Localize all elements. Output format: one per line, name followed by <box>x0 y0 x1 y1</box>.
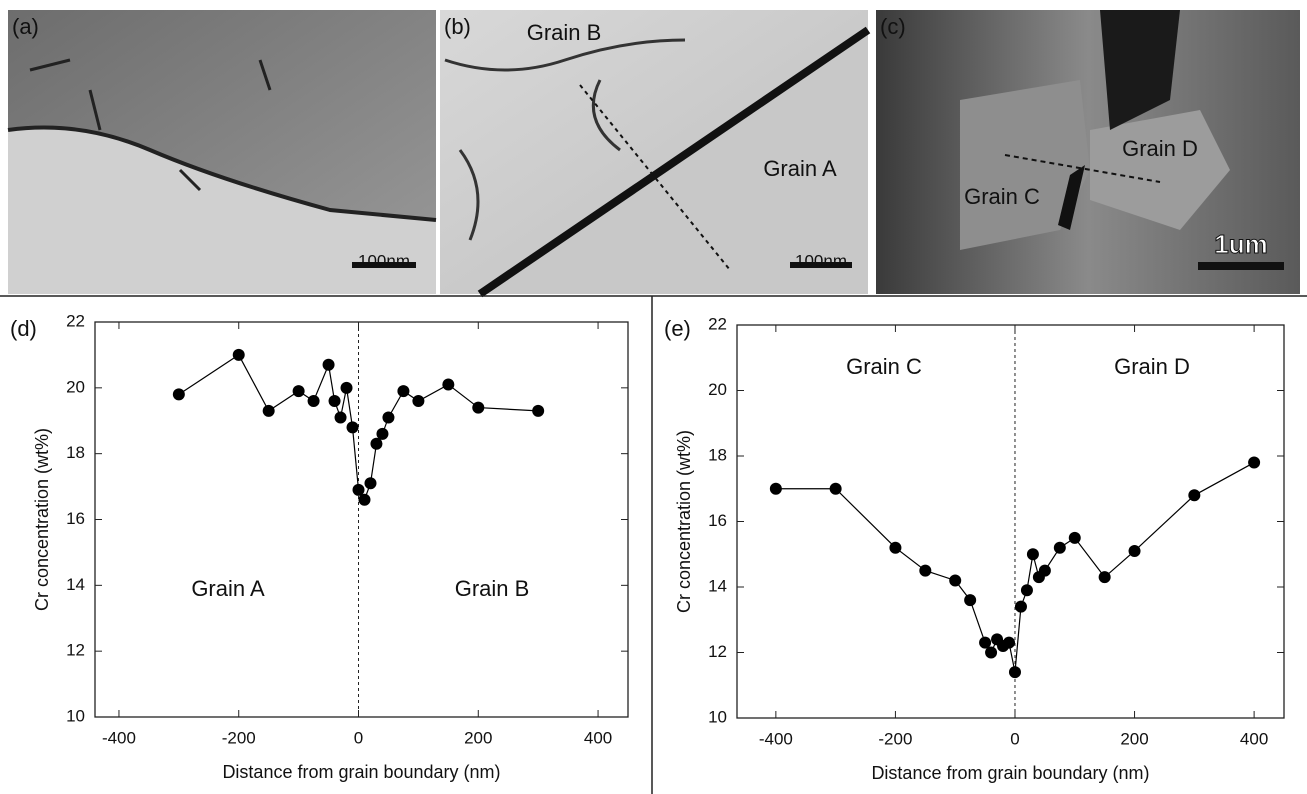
data-point <box>889 542 901 554</box>
y-tick-label: 22 <box>66 311 85 330</box>
data-point <box>949 574 961 586</box>
y-tick-label: 10 <box>66 706 85 725</box>
y-tick-label: 22 <box>708 314 727 333</box>
data-point <box>472 402 484 414</box>
y-axis-title: Cr concentration (wt%) <box>32 428 52 611</box>
scale-bar-label: 1um <box>1214 229 1267 259</box>
data-point <box>1248 457 1260 469</box>
data-point <box>323 359 335 371</box>
y-axis-title: Cr concentration (wt%) <box>674 430 694 613</box>
data-point <box>985 647 997 659</box>
data-point <box>308 395 320 407</box>
y-tick-label: 20 <box>708 380 727 399</box>
y-tick-label: 12 <box>708 642 727 661</box>
y-tick-label: 20 <box>66 377 85 396</box>
x-tick-label: 200 <box>464 728 492 747</box>
data-point <box>1039 565 1051 577</box>
x-tick-label: -400 <box>759 729 793 748</box>
data-point <box>341 382 353 394</box>
data-point <box>1003 637 1015 649</box>
data-point <box>358 494 370 506</box>
data-point <box>770 483 782 495</box>
y-tick-label: 16 <box>66 509 85 528</box>
data-point <box>329 395 341 407</box>
data-point <box>335 411 347 423</box>
scale-bar-label: 100nm <box>358 251 410 270</box>
annotation: Grain A <box>191 576 265 601</box>
data-point <box>1009 666 1021 678</box>
x-tick-label: 0 <box>354 728 363 747</box>
data-point <box>412 395 424 407</box>
data-point <box>1027 548 1039 560</box>
data-point <box>1069 532 1081 544</box>
y-tick-label: 10 <box>708 707 727 726</box>
data-point <box>964 594 976 606</box>
data-point <box>1054 542 1066 554</box>
micrograph-c: (c) Grain D Grain C 1um <box>876 10 1300 294</box>
y-tick-label: 16 <box>708 511 727 530</box>
micrograph-b: (b) Grain B Grain A 100nm <box>440 10 868 294</box>
data-point <box>442 379 454 391</box>
data-point <box>173 388 185 400</box>
x-tick-label: -400 <box>102 728 136 747</box>
panel-label: (b) <box>444 14 471 39</box>
scale-bar-label: 100nm <box>795 251 847 270</box>
data-point <box>263 405 275 417</box>
micrograph-a: (a) 100nm <box>8 10 436 294</box>
annotation: Grain B <box>455 576 530 601</box>
grain-label: Grain A <box>763 156 837 181</box>
grain-label: Grain B <box>527 20 602 45</box>
x-tick-label: -200 <box>878 729 912 748</box>
x-tick-label: -200 <box>222 728 256 747</box>
panel-label: (e) <box>664 316 691 341</box>
y-tick-label: 18 <box>66 443 85 462</box>
data-point <box>919 565 931 577</box>
figure: (a) 100nm (b) Grain B Grain A 100nm (c) … <box>0 0 1307 794</box>
data-point <box>364 477 376 489</box>
panel-label: (d) <box>10 316 37 341</box>
data-point <box>233 349 245 361</box>
data-point <box>347 421 359 433</box>
annotation: Grain C <box>846 354 922 379</box>
grain-label: Grain D <box>1122 136 1198 161</box>
data-point <box>1129 545 1141 557</box>
data-point <box>1015 601 1027 613</box>
y-tick-label: 14 <box>708 576 727 595</box>
data-point <box>376 428 388 440</box>
y-tick-label: 14 <box>66 575 85 594</box>
data-point <box>532 405 544 417</box>
data-point <box>397 385 409 397</box>
x-tick-label: 400 <box>584 728 612 747</box>
panel-label: (a) <box>12 14 39 39</box>
y-tick-label: 18 <box>708 445 727 464</box>
data-point <box>293 385 305 397</box>
x-tick-label: 0 <box>1010 729 1019 748</box>
data-point <box>830 483 842 495</box>
y-tick-label: 12 <box>66 641 85 660</box>
annotation: Grain D <box>1114 354 1190 379</box>
data-point <box>1021 584 1033 596</box>
data-point <box>1188 489 1200 501</box>
data-point <box>1099 571 1111 583</box>
grain-label: Grain C <box>964 184 1040 209</box>
data-point <box>382 411 394 423</box>
x-axis-title: Distance from grain boundary (nm) <box>222 762 500 782</box>
panel-label: (c) <box>880 14 906 39</box>
x-axis-title: Distance from grain boundary (nm) <box>871 763 1149 783</box>
x-tick-label: 200 <box>1120 729 1148 748</box>
x-tick-label: 400 <box>1240 729 1268 748</box>
